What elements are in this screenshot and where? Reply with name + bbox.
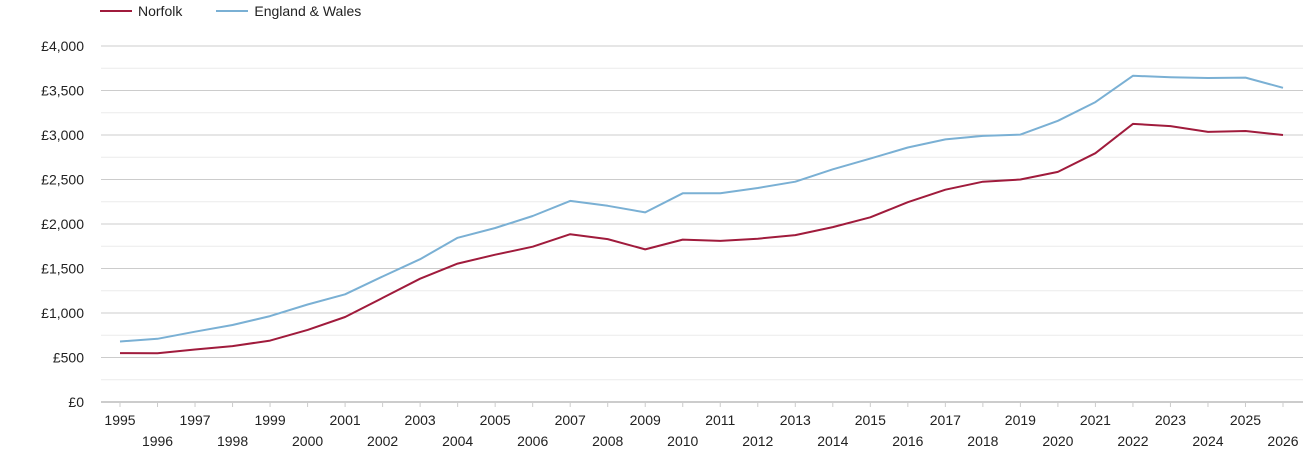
x-tick-label: 2007 — [555, 412, 586, 428]
x-axis: 1995 1996 1997 1998 1999 2000 2001 2002 2003 2004… — [104, 402, 1299, 449]
y-tick-label: £3,000 — [41, 127, 84, 143]
y-axis: £0 £500 £1,000 £1,500 £2,000 £2,500 £3,000 £3,5… — [41, 38, 84, 410]
x-tick-label: 2010 — [667, 433, 698, 449]
x-tick-label: 2019 — [1005, 412, 1036, 428]
x-tick-label: 2016 — [892, 433, 923, 449]
y-tick-label: £2,000 — [41, 216, 84, 232]
x-tick-label: 2025 — [1230, 412, 1261, 428]
x-tick-label: 1997 — [179, 412, 210, 428]
x-tick-label: 2026 — [1267, 433, 1298, 449]
legend-item-norfolk[interactable]: Norfolk — [100, 3, 182, 19]
x-tick-label: 2006 — [517, 433, 548, 449]
x-tick-label: 2018 — [967, 433, 998, 449]
x-tick-label: 2017 — [930, 412, 961, 428]
x-tick-label: 2022 — [1117, 433, 1148, 449]
chart-legend: Norfolk England & Wales — [100, 3, 395, 19]
x-tick-label: 2011 — [705, 412, 735, 428]
x-tick-label: 2012 — [742, 433, 773, 449]
y-tick-label: £0 — [68, 394, 84, 410]
y-tick-label: £4,000 — [41, 38, 84, 54]
x-tick-label: 2003 — [405, 412, 436, 428]
y-tick-label: £1,000 — [41, 305, 84, 321]
x-tick-label: 2015 — [855, 412, 886, 428]
series-line-england-wales — [119, 74, 1284, 343]
legend-swatch-norfolk — [100, 10, 132, 12]
x-tick-label: 2023 — [1155, 412, 1186, 428]
x-tick-label: 1995 — [104, 412, 135, 428]
y-tick-label: £1,500 — [41, 261, 84, 277]
x-tick-label: 2004 — [442, 433, 473, 449]
x-tick-label: 2020 — [1042, 433, 1073, 449]
x-tick-label: 2000 — [292, 433, 323, 449]
x-tick-label: 2002 — [367, 433, 398, 449]
grid-layer — [101, 45, 1303, 403]
x-tick-label: 2001 — [330, 412, 361, 428]
y-tick-label: £500 — [53, 350, 84, 366]
x-tick-label: 2008 — [592, 433, 623, 449]
x-tick-label: 2005 — [480, 412, 511, 428]
x-tick-label: 2021 — [1080, 412, 1111, 428]
x-tick-label: 1996 — [142, 433, 173, 449]
series-layer — [119, 74, 1284, 355]
x-tick-label: 2013 — [780, 412, 811, 428]
x-tick-label: 2014 — [817, 433, 848, 449]
legend-swatch-england-wales — [216, 10, 249, 12]
y-tick-label: £2,500 — [41, 172, 84, 188]
y-tick-label: £3,500 — [41, 83, 84, 99]
x-tick-label: 1999 — [254, 412, 285, 428]
legend-label-england-wales: England & Wales — [254, 3, 362, 19]
x-tick-label: 2009 — [630, 412, 661, 428]
legend-label-norfolk: Norfolk — [138, 3, 183, 19]
legend-item-england-wales[interactable]: England & Wales — [216, 3, 361, 19]
series-line-norfolk — [119, 122, 1284, 355]
x-tick-label: 1998 — [217, 433, 248, 449]
x-tick-label: 2024 — [1192, 433, 1223, 449]
